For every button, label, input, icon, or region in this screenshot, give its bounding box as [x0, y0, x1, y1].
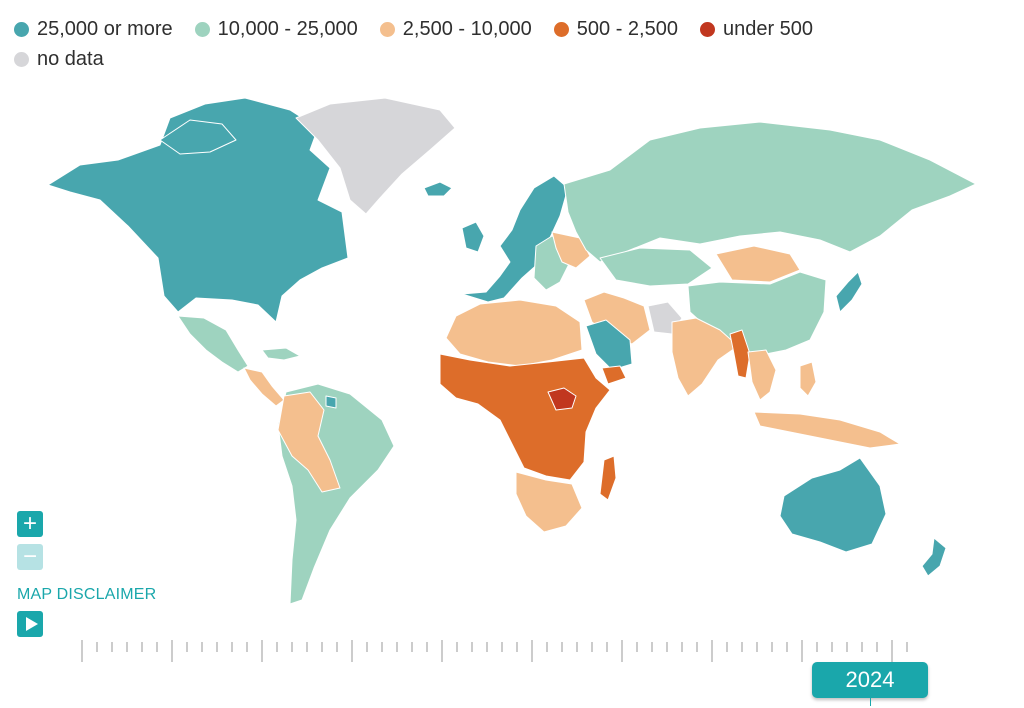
region-japan[interactable] [835, 271, 863, 313]
region-sub-saharan-africa[interactable] [439, 353, 611, 481]
map-disclaimer-link[interactable]: MAP DISCLAIMER [17, 586, 157, 603]
legend-item-500-2500[interactable]: 500 - 2,500 [553, 17, 678, 41]
region-madagascar[interactable] [599, 455, 617, 501]
year-pointer [870, 698, 871, 706]
legend-dot [14, 51, 29, 67]
legend-label: 10,000 - 25,000 [217, 17, 358, 40]
legend-label: 25,000 or more [37, 17, 173, 40]
legend-item-no-data[interactable]: no data [14, 48, 104, 71]
region-mongolia[interactable] [715, 245, 801, 283]
region-australia[interactable] [779, 457, 887, 553]
legend-dot [194, 21, 210, 37]
region-south-sudan[interactable] [547, 387, 577, 411]
region-central-america[interactable] [243, 367, 285, 407]
region-myanmar[interactable] [729, 329, 751, 379]
legend-label: 500 - 2,500 [576, 17, 678, 40]
legend: 25,000 or more 10,000 - 25,000 2,500 - 1… [14, 14, 974, 74]
legend-dot [379, 21, 395, 37]
zoom-out-button[interactable]: − [17, 544, 43, 570]
play-icon [26, 617, 38, 631]
region-new-zealand[interactable] [921, 537, 947, 577]
legend-item-2500-10000[interactable]: 2,500 - 10,000 [379, 17, 532, 41]
region-southeast-asia[interactable] [747, 349, 777, 401]
legend-dot [14, 21, 29, 37]
timeline-ticks [81, 640, 908, 662]
region-kazakhstan[interactable] [599, 247, 713, 287]
region-western-europe[interactable] [461, 175, 569, 303]
region-north-africa[interactable] [445, 299, 583, 367]
legend-item-10000-25000[interactable]: 10,000 - 25,000 [194, 17, 358, 41]
legend-label: 2,500 - 10,000 [402, 17, 532, 40]
region-southern-africa[interactable] [515, 471, 583, 533]
region-indonesia[interactable] [753, 411, 901, 449]
region-russia[interactable] [563, 121, 977, 263]
legend-label: under 500 [722, 17, 814, 40]
region-greenland[interactable] [295, 97, 456, 215]
region-yemen[interactable] [601, 365, 627, 385]
zoom-in-button[interactable]: + [17, 511, 43, 537]
year-selector[interactable]: 2024 [812, 662, 928, 698]
legend-dot [699, 21, 715, 37]
region-north-america[interactable] [47, 97, 349, 323]
region-saudi-arabia[interactable] [585, 319, 633, 371]
world-map[interactable] [0, 80, 1024, 620]
region-arctic-islands[interactable] [159, 119, 237, 155]
region-india[interactable] [671, 317, 739, 397]
region-mexico[interactable] [177, 315, 249, 373]
timeline[interactable] [75, 634, 955, 674]
legend-row-1: 25,000 or more 10,000 - 25,000 2,500 - 1… [14, 14, 974, 44]
legend-row-2: no data [14, 44, 974, 74]
region-caribbean[interactable] [261, 347, 301, 361]
region-uk[interactable] [461, 221, 485, 253]
region-iceland[interactable] [423, 181, 453, 197]
region-andes[interactable] [277, 391, 341, 493]
legend-item-under-500[interactable]: under 500 [699, 17, 814, 41]
region-philippines[interactable] [799, 361, 817, 397]
legend-label: no data [37, 47, 104, 70]
legend-dot [553, 21, 569, 37]
region-guyana[interactable] [325, 395, 337, 409]
legend-item-25000-or-more[interactable]: 25,000 or more [14, 18, 173, 41]
play-button[interactable] [17, 611, 43, 637]
